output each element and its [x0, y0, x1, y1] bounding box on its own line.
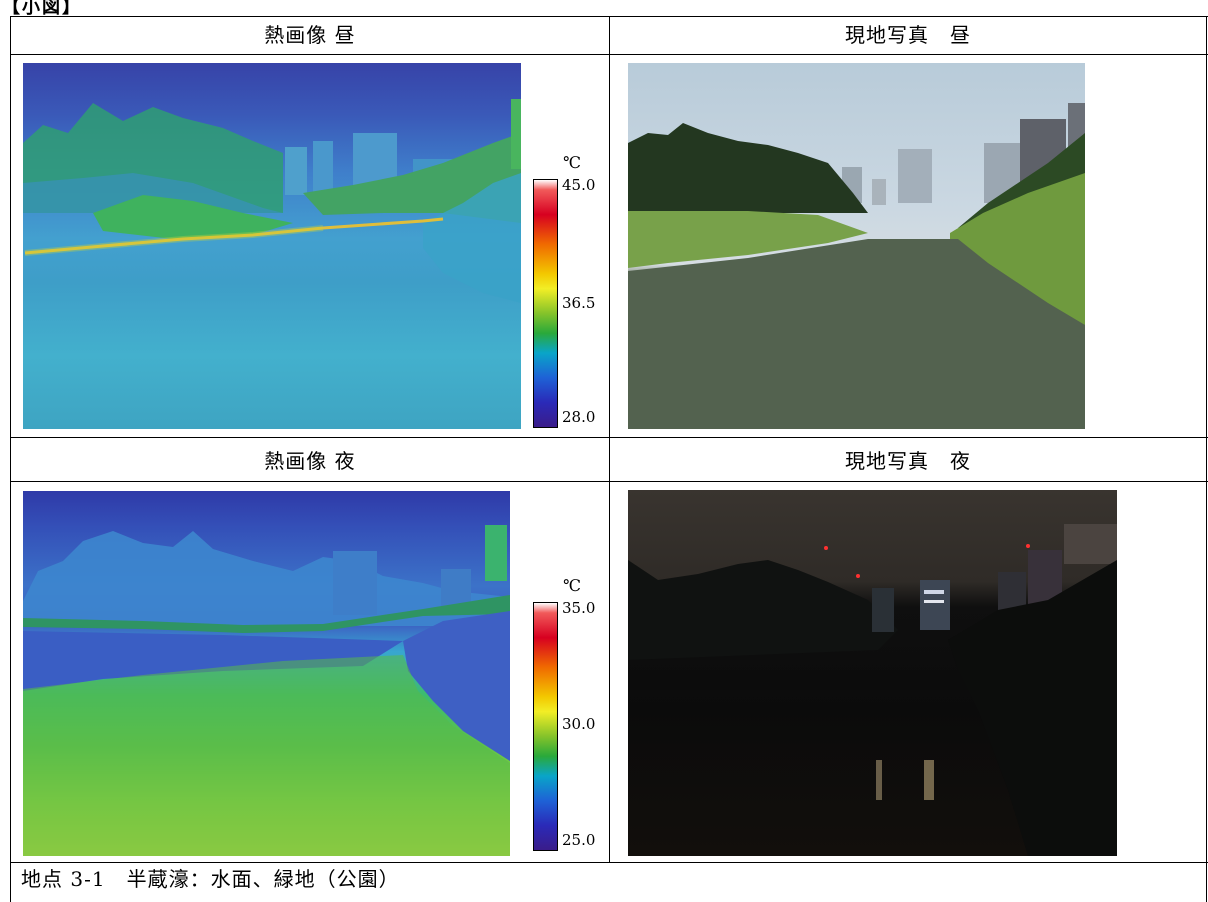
thermal-day-title: 熱画像 昼	[264, 23, 356, 47]
site-photo-night	[628, 490, 1117, 856]
scale-mid-day: 36.5	[562, 294, 596, 312]
color-scale-night	[533, 602, 558, 851]
scale-max-day: 45.0	[562, 176, 596, 194]
scale-unit-day: ℃	[563, 153, 581, 172]
site-photo-day	[628, 63, 1085, 429]
scale-mid-night: 30.0	[562, 715, 596, 733]
photo-day-title: 現地写真 昼	[845, 23, 971, 47]
site-caption: 地点 3-1 半蔵濠：水面、緑地（公園）	[21, 867, 400, 891]
table-border-left	[10, 16, 11, 902]
page-header-fragment: 【小図】	[2, 0, 82, 18]
table-border-right	[1206, 16, 1207, 902]
thermal-image-night	[23, 491, 510, 856]
photo-night-title: 現地写真 夜	[845, 449, 971, 473]
scale-min-night: 25.0	[562, 831, 596, 849]
scale-unit-night: ℃	[563, 576, 581, 595]
thermal-image-day	[23, 63, 521, 429]
scale-min-day: 28.0	[562, 408, 596, 426]
table-column-divider	[609, 16, 610, 862]
scale-max-night: 35.0	[562, 599, 596, 617]
color-scale-day	[533, 179, 558, 428]
table-row-divider	[10, 862, 1208, 863]
thermal-night-title: 熱画像 夜	[264, 449, 356, 473]
